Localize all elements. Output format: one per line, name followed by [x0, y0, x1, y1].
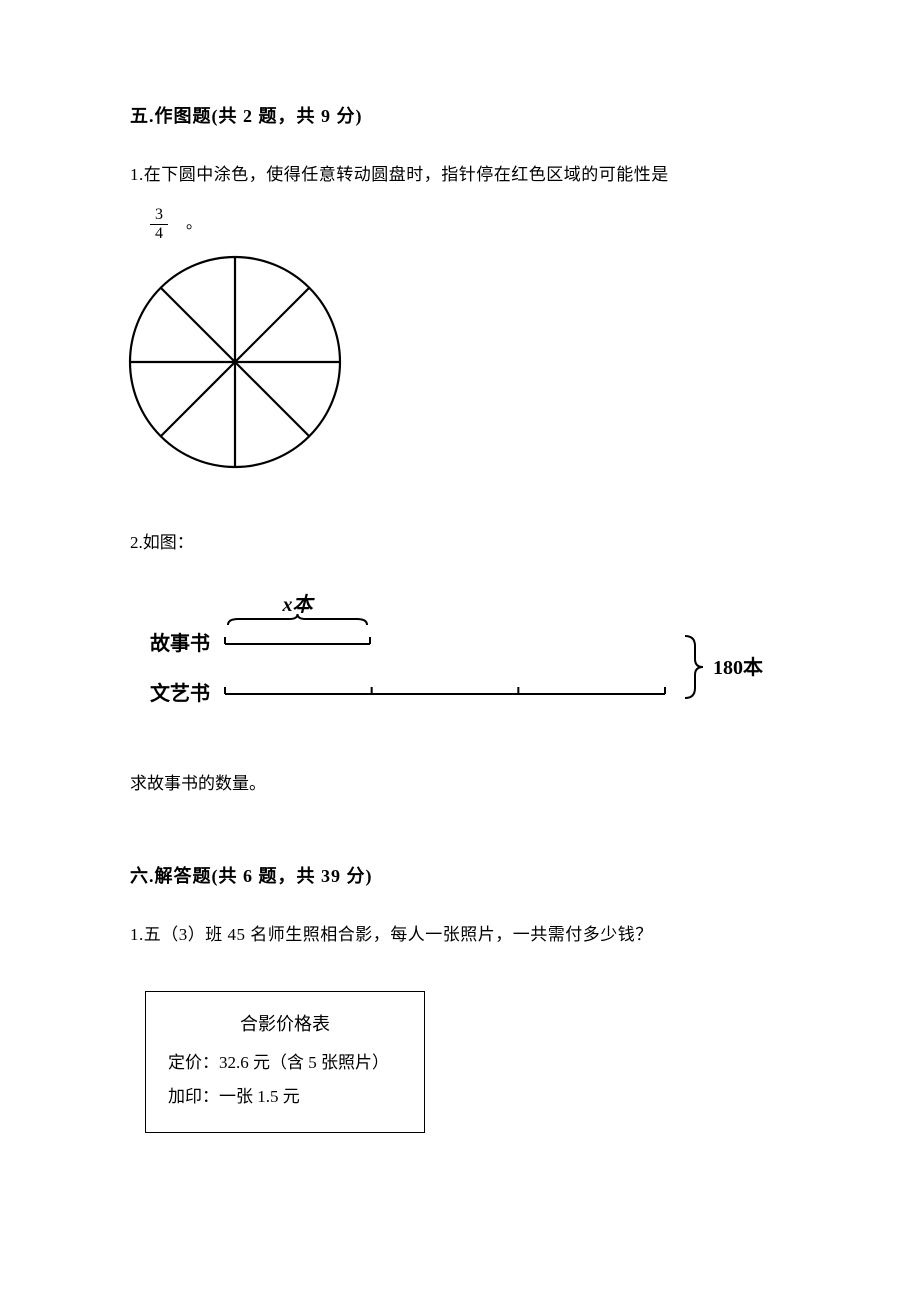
svg-text:180本: 180本 — [713, 656, 763, 679]
fraction: 3 4 — [150, 206, 168, 242]
bar-svg: x本故事书文艺书 180本 — [110, 589, 810, 719]
section6-q1-text: 1.五（3）班 45 名师生照相合影，每人一张照片，一共需付多少钱？ — [130, 920, 790, 951]
circle-svg — [125, 252, 350, 477]
section5-header: 五.作图题(共 2 题，共 9 分) — [130, 100, 790, 132]
section5-q2-label: 2.如图： — [130, 528, 790, 559]
circle-diagram — [125, 252, 790, 488]
price-box-line2: 加印：一张 1.5 元 — [168, 1080, 402, 1114]
price-box-line1: 定价：32.6 元（含 5 张照片） — [168, 1046, 402, 1080]
fraction-suffix: 。 — [186, 210, 202, 239]
fraction-numerator: 3 — [150, 206, 168, 225]
section6-header: 六.解答题(共 6 题，共 39 分) — [130, 860, 790, 892]
section5-q1-text: 1.在下圆中涂色，使得任意转动圆盘时，指针停在红色区域的可能性是 — [130, 160, 790, 191]
svg-text:故事书: 故事书 — [150, 631, 210, 655]
fraction-row: 3 4 。 — [150, 206, 790, 242]
section5-q2-ask: 求故事书的数量。 — [130, 769, 790, 800]
svg-text:文艺书: 文艺书 — [150, 681, 210, 705]
svg-text:x本: x本 — [282, 593, 316, 616]
price-box-title: 合影价格表 — [168, 1006, 402, 1042]
bar-diagram: x本故事书文艺书 180本 — [110, 589, 790, 730]
price-box: 合影价格表 定价：32.6 元（含 5 张照片） 加印：一张 1.5 元 — [145, 991, 425, 1133]
fraction-denominator: 4 — [150, 225, 168, 243]
